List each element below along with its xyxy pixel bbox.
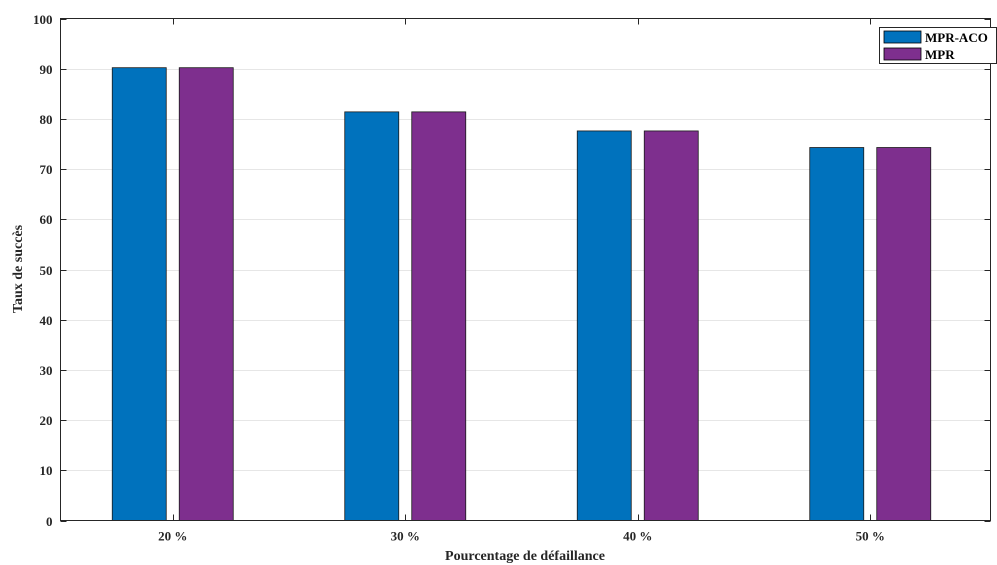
y-tick-label: 100	[33, 12, 53, 27]
bars	[111, 67, 932, 521]
bar-mpr-aco-20	[111, 67, 167, 521]
x-tick-label: 50 %	[856, 529, 885, 544]
x-tick-label: 40 %	[623, 529, 652, 544]
legend: MPR-ACO MPR	[879, 27, 997, 64]
bar-mpr-20	[178, 67, 234, 521]
bar-mpr-30	[411, 111, 467, 521]
legend-label-mpr: MPR	[925, 47, 955, 62]
y-axis-title: Taux de succès	[11, 224, 26, 313]
x-axis-tick-labels: 20 % 30 % 40 % 50 %	[158, 529, 885, 544]
bar-mpr-aco-30	[344, 111, 400, 521]
bar-mpr-40	[643, 130, 699, 521]
bar-mpr-50	[876, 147, 932, 521]
y-tick-label: 40	[40, 313, 53, 328]
y-tick-label: 70	[40, 162, 53, 177]
legend-swatch-mpr	[883, 47, 922, 61]
legend-swatch-mpr-aco	[883, 30, 922, 44]
y-tick-label: 80	[40, 112, 53, 127]
plot-area-frame	[60, 18, 991, 521]
y-tick-label: 30	[40, 363, 53, 378]
x-tick-label: 30 %	[391, 529, 420, 544]
bar-mpr-aco-50	[809, 147, 865, 521]
axis-ticks	[60, 18, 991, 522]
y-tick-label: 20	[40, 413, 53, 428]
y-tick-label: 50	[40, 263, 53, 278]
bar-mpr-aco-40	[576, 130, 632, 521]
y-tick-label: 0	[46, 514, 53, 529]
x-axis-title: Pourcentage de défaillance	[445, 549, 605, 564]
y-axis-tick-labels: 0 10 20 30 40 50 60 70 80 90 100	[33, 12, 53, 529]
y-tick-label: 10	[40, 463, 53, 478]
y-tick-label: 60	[40, 212, 53, 227]
legend-label-mpr-aco: MPR-ACO	[925, 30, 988, 45]
x-tick-label: 20 %	[158, 529, 187, 544]
y-tick-label: 90	[40, 62, 53, 77]
